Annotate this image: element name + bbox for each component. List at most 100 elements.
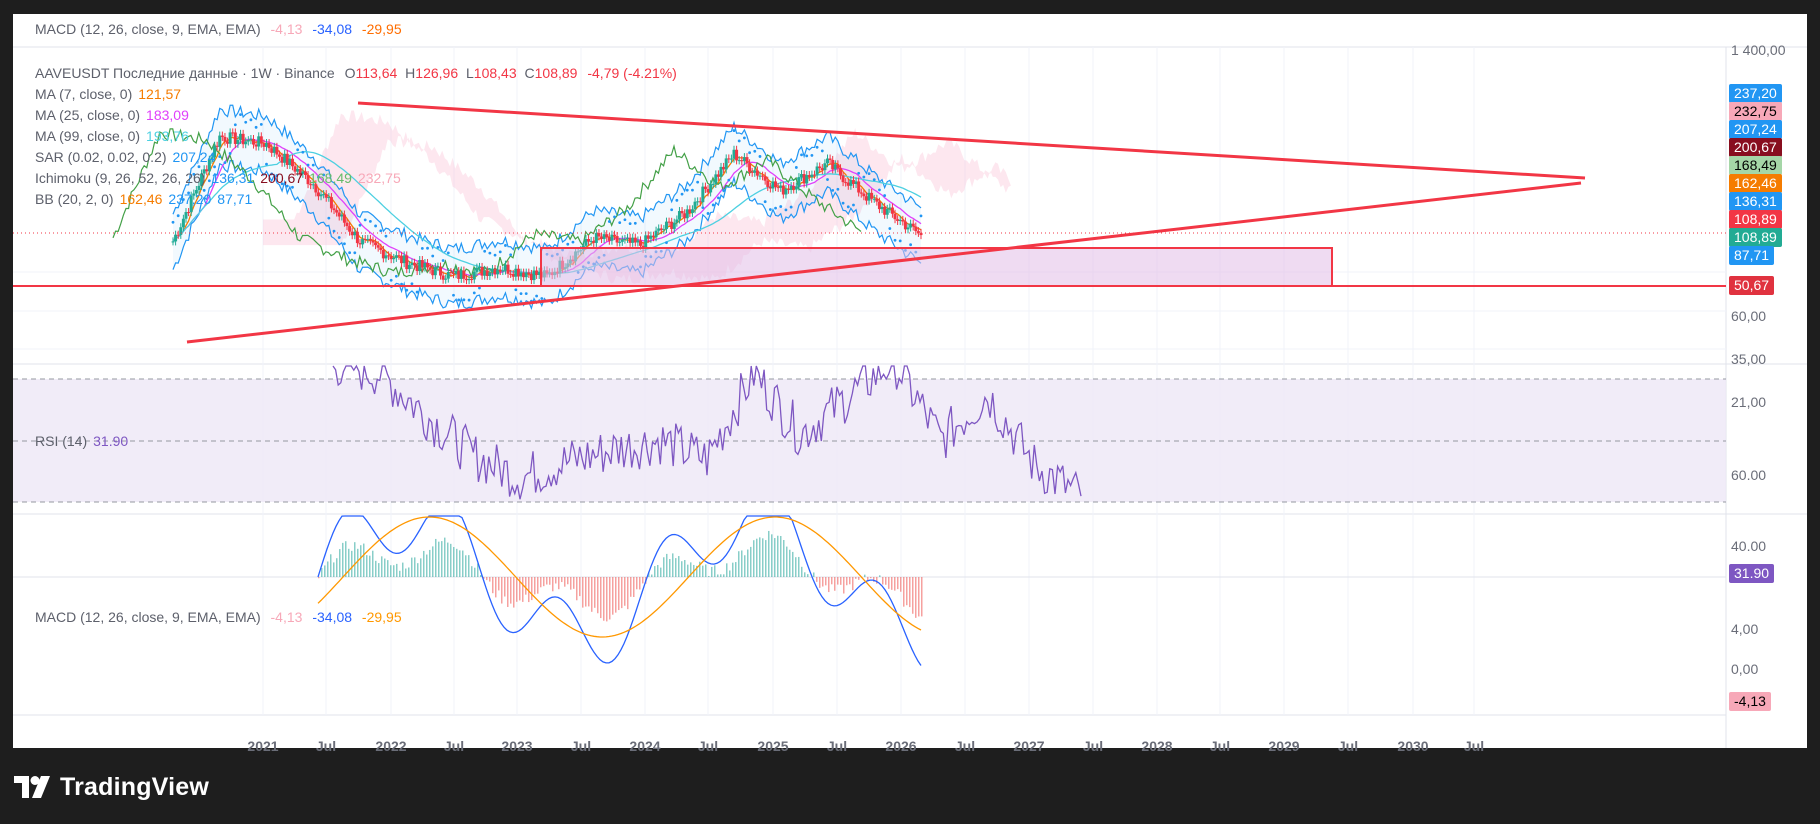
sar-dot (841, 201, 845, 205)
sar-legend[interactable]: SAR (0.02, 0.02, 0.2) 207,24 (35, 148, 221, 166)
macd-bar (819, 577, 821, 588)
ma99-legend[interactable]: MA (99, close, 0) 193,76 (35, 127, 195, 145)
sar-dot (431, 254, 435, 258)
macd-top-name: MACD (12, 26, close, 9, EMA, EMA) (35, 21, 261, 37)
macd-bar (552, 577, 554, 592)
trendline-lower[interactable] (186, 181, 1582, 344)
macd-top-legend[interactable]: MACD (12, 26, close, 9, EMA, EMA) -4,13 … (35, 20, 408, 38)
macd-bar (837, 577, 839, 585)
macd-bar (603, 577, 605, 621)
candle-body (394, 255, 398, 258)
chart-panel[interactable]: MACD (12, 26, close, 9, EMA, EMA) -4,13 … (13, 14, 1807, 754)
candle-body (735, 149, 739, 161)
sar-dot (758, 155, 762, 158)
macd-bar (570, 577, 572, 590)
chart-canvas[interactable] (13, 14, 1807, 748)
candle-body (488, 272, 492, 276)
candle-body (444, 278, 448, 280)
candle-body (174, 234, 178, 242)
candle-body (833, 164, 837, 170)
sar-dot (254, 125, 258, 129)
time-tick-5: Jul (570, 738, 592, 754)
candle-body (651, 235, 655, 238)
candle-body (202, 169, 206, 174)
ichimoku-legend[interactable]: Ichimoku (9, 26, 52, 26, 26) 136,31 200,67… (35, 169, 407, 187)
candle-body (485, 270, 489, 276)
range-rectangle[interactable] (540, 247, 1333, 287)
macd-bar (894, 577, 896, 591)
candle-body (594, 233, 598, 243)
macd-bar (492, 577, 494, 594)
macd-bottom-legend[interactable]: MACD (12, 26, close, 9, EMA, EMA) -4,13 … (35, 608, 408, 626)
macd-histogram (318, 530, 923, 622)
bb-legend[interactable]: BB (20, 2, 0) 162,46 237,20 87,71 (35, 190, 258, 208)
sar-dot (218, 155, 222, 159)
price-tag-4: 168,49 (1729, 156, 1782, 175)
candle-body (698, 201, 702, 203)
candle-body (683, 213, 687, 219)
tradingview-logo[interactable]: TradingView (14, 770, 209, 804)
candle-body (361, 239, 365, 245)
sar-dot (763, 200, 767, 204)
macd-bar (816, 577, 818, 582)
candle-body (854, 181, 858, 184)
tradingview-wordmark: TradingView (60, 772, 210, 801)
candle-body (501, 270, 505, 272)
macd-bar (735, 562, 737, 577)
bb-name: BB (20, 2, 0) (35, 191, 114, 207)
candle-body (631, 237, 635, 243)
macd-bar (468, 555, 470, 577)
rsi-legend[interactable]: RSI (14) 31.90 (35, 432, 134, 450)
candle-body (431, 269, 435, 276)
macd-bar (411, 557, 413, 577)
ma25-value: 183,09 (146, 107, 189, 123)
ma25-legend[interactable]: MA (25, close, 0) 183,09 (35, 106, 195, 124)
candle-body (457, 271, 461, 279)
sar-dot (285, 184, 289, 188)
ma7-legend[interactable]: MA (7, close, 0) 121,57 (35, 85, 187, 103)
candle-body (893, 213, 897, 220)
candle-body (441, 275, 445, 280)
symbol-legend[interactable]: AAVEUSDT Последние данные · 1W · Binance… (35, 64, 689, 82)
candle-body (376, 245, 380, 248)
candle-body (503, 264, 507, 271)
time-tick-19: Jul (1463, 738, 1485, 754)
candle-body (205, 169, 209, 172)
sar-dot (441, 259, 445, 262)
candle-body (464, 278, 468, 281)
macd-bar (474, 567, 476, 577)
macd-line (317, 515, 922, 666)
macd-bar (849, 577, 851, 585)
price-tag-7: 108,89 (1729, 210, 1782, 229)
candle-body (184, 212, 188, 219)
candle-body (519, 272, 523, 277)
tradingview-logo-icon (14, 776, 50, 798)
macd-bar (321, 568, 323, 577)
candle-body (623, 238, 627, 240)
candle-body (716, 174, 720, 177)
macd-bar (726, 563, 728, 577)
macd-bar (588, 577, 590, 607)
price-axis-top-label: 1 400,00 (1731, 42, 1786, 58)
sar-dot (831, 188, 835, 192)
candle-body (841, 175, 845, 183)
macd-bar (840, 577, 842, 585)
macd-bar (699, 561, 701, 577)
macd-bar (606, 577, 608, 622)
candle-body (470, 279, 474, 281)
macd-bar (750, 546, 752, 577)
sar-dot (504, 244, 507, 247)
macd-bar (762, 538, 764, 577)
trendline-upper[interactable] (357, 101, 1586, 180)
macd-tick-1: 0,00 (1731, 661, 1759, 677)
sar-dot (706, 212, 710, 215)
time-tick-15: Jul (1209, 738, 1231, 754)
macd-bar (807, 574, 809, 577)
sar-dot (800, 153, 803, 157)
macd-bar (864, 574, 866, 577)
high-label: H (405, 65, 416, 81)
macd-bar (786, 546, 788, 577)
candle-body (771, 181, 775, 189)
candle-body (688, 209, 692, 213)
rsi-line (332, 364, 1082, 500)
